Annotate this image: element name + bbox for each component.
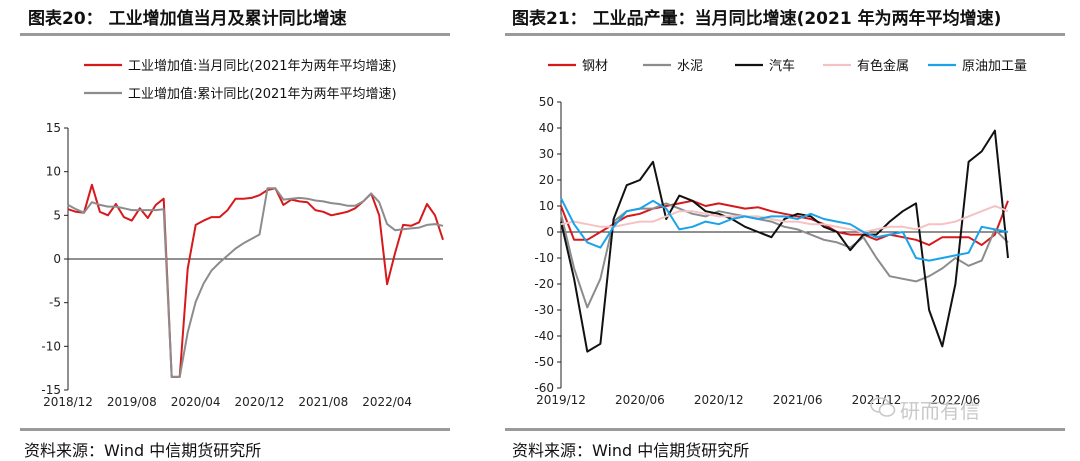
left-title-rule (20, 33, 450, 36)
y-tick-label: -5 (49, 296, 61, 310)
legend-label-2: 汽车 (769, 58, 795, 74)
y-tick-label: 0 (546, 225, 554, 239)
y-tick-label: 40 (539, 121, 554, 135)
y-tick-label: 30 (539, 147, 554, 161)
y-tick-label: -50 (534, 355, 554, 369)
series-line-0 (560, 199, 1009, 246)
left-chart: -15 -10 -5 0 5 10 15 2018/12 2019/08 2020/04 2020/… (41, 58, 444, 409)
y-tick-label: -20 (534, 277, 554, 291)
x-tick-label: 2021/06 (773, 393, 823, 407)
legend-label-0: 工业增加值:当月同比(2021年为两年平均增速) (128, 58, 397, 74)
y-tick-label: 20 (539, 173, 554, 187)
y-tick-label: 50 (539, 95, 554, 109)
x-tick-label: 2020/12 (694, 393, 744, 407)
x-tick-label: 2020/12 (235, 395, 285, 409)
y-tick-label: 5 (53, 208, 61, 222)
left-source: 资料来源：Wind 中信期货研究所 (24, 441, 262, 460)
x-tick-label: 2021/08 (298, 395, 348, 409)
right-title-rule (505, 33, 1065, 36)
right-panel-title: 图表21： 工业品产量：当月同比增速(2021 年为两年平均增速) (512, 9, 1002, 29)
x-tick-label: 2022/06 (930, 393, 980, 407)
series-line-2 (560, 129, 1009, 353)
series-line-0 (67, 183, 444, 378)
right-source: 资料来源：Wind 中信期货研究所 (512, 441, 750, 460)
y-tick-label: -10 (41, 339, 61, 353)
right-chart: -60 -50 -40 -30 -20 -10 0 10 20 30 40 50 2019/12 2020… (534, 58, 1027, 407)
x-tick-label: 2020/06 (615, 393, 665, 407)
legend-label-1: 工业增加值:累计同比(2021年为两年平均增速) (128, 86, 397, 102)
x-tick-label: 2022/04 (362, 395, 412, 409)
legend-label-0: 钢材 (582, 59, 608, 74)
x-tick-label: 2019/12 (536, 393, 586, 407)
series-line-4 (560, 197, 1009, 262)
y-tick-label: -40 (534, 329, 554, 343)
y-tick-label: -30 (534, 303, 554, 317)
left-source-rule (20, 428, 450, 431)
y-tick-label: -15 (41, 383, 61, 397)
left-panel-title: 图表20： 工业增加值当月及累计同比增速 (28, 9, 347, 29)
legend-label-1: 水泥 (677, 59, 703, 74)
wechat-icon (870, 397, 896, 417)
x-tick-label: 2019/08 (107, 395, 157, 409)
y-tick-label: 15 (46, 121, 61, 135)
y-tick-label: 10 (46, 165, 61, 179)
series-line-3 (560, 205, 1009, 233)
y-tick-label: 0 (53, 252, 61, 266)
x-tick-label: 2020/04 (171, 395, 221, 409)
x-tick-label: 2018/12 (43, 395, 93, 409)
y-tick-label: -10 (534, 251, 554, 265)
y-tick-label: 10 (539, 199, 554, 213)
right-source-rule (505, 428, 1065, 431)
legend-label-4: 原油加工量 (962, 59, 1027, 74)
series-line-1 (67, 187, 444, 378)
legend-label-3: 有色金属 (857, 58, 909, 74)
y-tick-label: -60 (534, 381, 554, 395)
watermark-text: 研而有信 (900, 399, 980, 423)
